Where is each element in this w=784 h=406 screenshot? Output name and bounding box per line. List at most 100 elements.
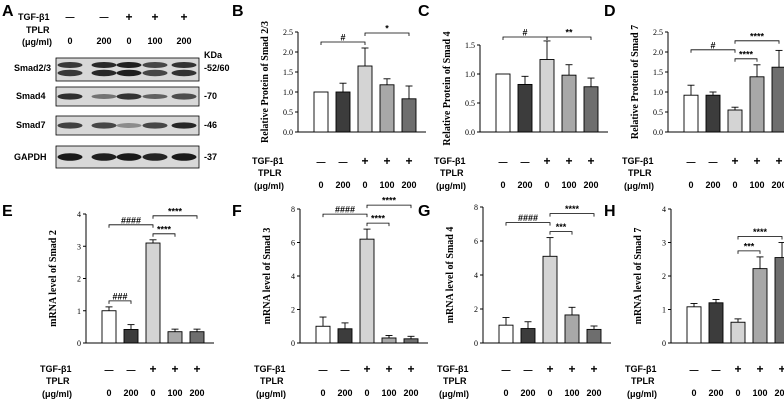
- y-axis-label: Relative Protein of Smad 7: [630, 25, 641, 139]
- condition-tgf-value: —: [524, 365, 533, 375]
- condition-tplr-value: 200: [771, 180, 784, 190]
- significance-bracket: [737, 236, 783, 240]
- y-tick-label: 1.5: [283, 68, 293, 77]
- panel-letter: B: [232, 3, 244, 20]
- condition-tplr-value: 100: [561, 180, 576, 190]
- y-tick-label: 8: [291, 205, 295, 214]
- y-axis-label: mRNA level of Smad 4: [445, 227, 456, 324]
- condition-tplr-value: 200: [520, 388, 535, 398]
- significance-bracket: [549, 213, 595, 217]
- y-tick-label: 3: [77, 242, 81, 251]
- condition-tplr-value: 0: [362, 180, 367, 190]
- blot-tplr-value: 0: [126, 36, 131, 46]
- blot-row-kda: -52/60: [204, 63, 230, 73]
- condition-tplr-value: 100: [379, 180, 394, 190]
- significance-label: *: [385, 24, 389, 34]
- significance-bracket: [737, 250, 761, 254]
- blot-band: [116, 123, 142, 128]
- bar: [401, 98, 417, 133]
- y-tick-label: 4: [77, 210, 81, 219]
- condition-tplr-value: 100: [749, 180, 764, 190]
- blot-band: [57, 93, 83, 100]
- condition-tplr-label: TPLR: [46, 376, 70, 386]
- significance-bracket: [152, 233, 176, 237]
- significance-label: ####: [518, 213, 538, 223]
- y-tick-label: 0.5: [283, 108, 293, 117]
- bar: [539, 59, 555, 133]
- significance-bracket: [546, 36, 592, 40]
- bar: [686, 306, 702, 344]
- y-axis-label: mRNA level of Smad 7: [633, 228, 644, 325]
- blot-band: [171, 153, 197, 161]
- bar: [774, 257, 784, 344]
- y-tick-label: 0.0: [653, 128, 663, 137]
- blot-band: [171, 122, 197, 129]
- bar: [771, 66, 784, 133]
- blot-band: [171, 93, 197, 100]
- blot-band: [142, 122, 168, 129]
- blot-band: [57, 62, 83, 68]
- y-tick-label: 1: [77, 307, 81, 316]
- bar: [749, 76, 765, 133]
- y-tick-label: 2.0: [653, 48, 663, 57]
- blot-row-label: Smad4: [16, 91, 46, 101]
- blot-band: [142, 69, 168, 77]
- condition-tgf-value: +: [778, 362, 784, 376]
- condition-tplr-value: 200: [583, 180, 598, 190]
- significance-bracket: [152, 215, 198, 219]
- condition-tplr-value: 200: [705, 180, 720, 190]
- condition-tplr-value: 200: [335, 180, 350, 190]
- bar: [357, 65, 373, 133]
- y-tick-label: 1.5: [465, 41, 475, 50]
- condition-tgf-label: TGF-β1: [625, 364, 657, 374]
- condition-tplr-label: TPLR: [260, 376, 284, 386]
- bar-charts: B Relative Protein of Smad 2/3 0.0 0.5 1.0 1.…: [2, 3, 784, 399]
- significance-label: ****: [168, 206, 183, 216]
- condition-tgf-value: +: [405, 154, 412, 168]
- condition-unit-label: (μg/ml): [254, 181, 284, 191]
- condition-unit-label: (μg/ml): [624, 181, 654, 191]
- blot-row-kda: -70: [204, 91, 217, 101]
- bar: [752, 268, 768, 344]
- condition-tgf-value: +: [731, 154, 738, 168]
- blot-band: [57, 69, 83, 77]
- condition-tgf-value: +: [383, 154, 390, 168]
- blot-row-label: Smad2/3: [14, 63, 51, 73]
- condition-tgf-value: +: [756, 362, 763, 376]
- y-tick-label: 6: [291, 239, 295, 248]
- condition-tgf-value: +: [775, 154, 782, 168]
- panel-letter: H: [604, 203, 616, 220]
- panel-letter: F: [232, 203, 242, 220]
- condition-tgf-value: —: [502, 365, 511, 375]
- blot-band: [57, 153, 83, 161]
- significance-label: ####: [335, 205, 355, 215]
- y-tick-label: 1.0: [283, 88, 293, 97]
- condition-tgf-label: TGF-β1: [40, 364, 72, 374]
- blot-band: [116, 153, 142, 161]
- significance-bracket: [320, 41, 366, 45]
- significance-label: #: [340, 33, 345, 43]
- y-tick-label: 4: [291, 272, 295, 281]
- bar: [520, 328, 536, 344]
- panel-letter: E: [2, 203, 13, 220]
- bar: [683, 94, 699, 133]
- bar: [727, 109, 743, 133]
- condition-tgf-value: —: [319, 365, 328, 375]
- y-tick-label: 2: [474, 305, 478, 314]
- blot-tgf-label: TGF-β1: [18, 12, 50, 22]
- significance-label: ****: [371, 214, 386, 224]
- bar: [381, 337, 397, 344]
- condition-tplr-label: TPLR: [631, 376, 655, 386]
- blot-strip: [55, 57, 200, 82]
- condition-tgf-value: —: [339, 157, 348, 167]
- y-axis-label: Relative Protein of Smad 2/3: [260, 21, 271, 143]
- condition-unit-label: (μg/ml): [436, 181, 466, 191]
- significance-bracket: [505, 222, 551, 226]
- y-tick-label: 1.5: [653, 68, 663, 77]
- blot-tgf-value: +: [151, 10, 158, 24]
- condition-tgf-value: +: [149, 362, 156, 376]
- condition-tgf-value: +: [546, 362, 553, 376]
- blot-tplr-label: TPLR: [26, 25, 50, 35]
